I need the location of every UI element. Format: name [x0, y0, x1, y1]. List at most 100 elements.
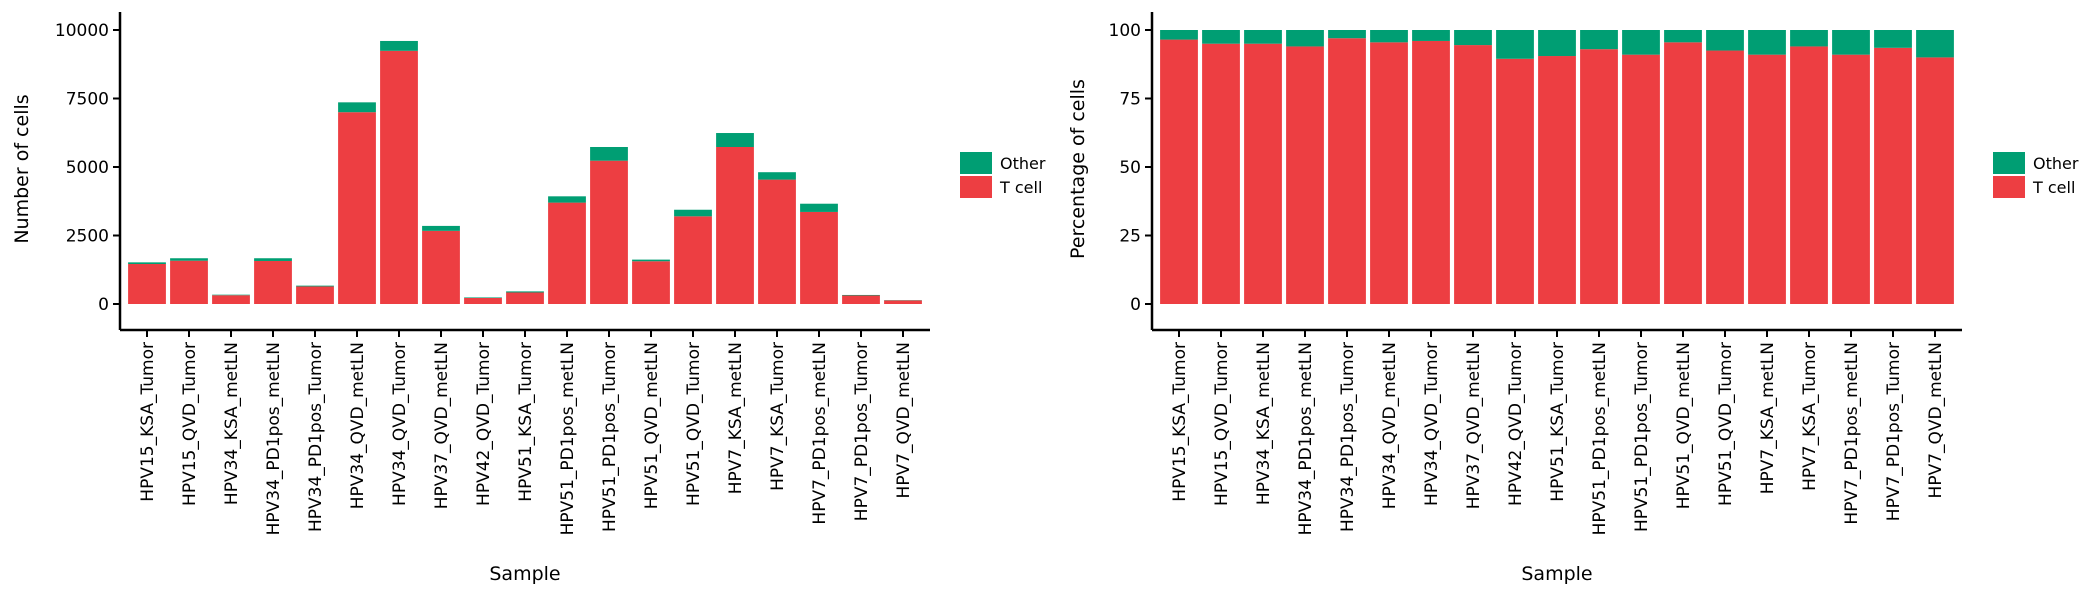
x-tick-label: HPV37_QVD_metLN — [432, 342, 452, 509]
bar-other-HPV51_PD1pos_metLN — [548, 196, 586, 203]
bar-t-cell-HPV7_PD1pos_Tumor — [842, 295, 880, 304]
x-tick-label: HPV51_PD1pos_Tumor — [600, 342, 620, 532]
bar-t-cell-HPV7_PD1pos_Tumor — [1874, 47, 1912, 305]
bar-t-cell-HPV37_QVD_metLN — [1454, 45, 1492, 304]
legend-swatch-t-cell — [1993, 176, 2025, 198]
bar-other-HPV34_QVD_Tumor — [1412, 30, 1450, 41]
bar-t-cell-HPV37_QVD_metLN — [422, 230, 460, 304]
bar-t-cell-HPV51_QVD_Tumor — [1706, 50, 1744, 304]
bar-other-HPV34_PD1pos_Tumor — [1328, 30, 1366, 39]
bar-other-HPV7_QVD_metLN — [1916, 30, 1954, 58]
x-tick-label: HPV42_QVD_Tumor — [1506, 342, 1526, 506]
bar-other-HPV7_PD1pos_Tumor — [842, 294, 880, 296]
bar-other-HPV34_PD1pos_metLN — [1286, 30, 1324, 47]
x-tick-label: HPV37_QVD_metLN — [1464, 342, 1484, 509]
bar-other-HPV15_KSA_Tumor — [128, 262, 166, 264]
x-tick-label: HPV7_QVD_metLN — [1926, 342, 1946, 498]
bar-other-HPV42_QVD_Tumor — [1496, 30, 1534, 59]
bar-t-cell-HPV51_PD1pos_Tumor — [1622, 54, 1660, 304]
bar-t-cell-HPV34_PD1pos_metLN — [1286, 46, 1324, 304]
bar-t-cell-HPV42_QVD_Tumor — [464, 297, 502, 304]
bar-other-HPV34_PD1pos_metLN — [254, 258, 292, 261]
bar-other-HPV37_QVD_metLN — [1454, 30, 1492, 46]
y-tick-label: 50 — [1119, 158, 1141, 178]
bar-t-cell-HPV34_QVD_metLN — [338, 112, 376, 304]
y-tick-label: 0 — [98, 295, 109, 315]
y-tick-label: 75 — [1119, 90, 1141, 110]
x-tick-label: HPV7_KSA_metLN — [1758, 342, 1778, 494]
x-tick-label: HPV42_QVD_Tumor — [474, 342, 494, 506]
x-tick-label: HPV7_KSA_metLN — [726, 342, 746, 494]
bar-other-HPV51_QVD_Tumor — [1706, 30, 1744, 51]
bar-other-HPV7_KSA_Tumor — [758, 172, 796, 180]
x-tick-label: HPV7_PD1pos_Tumor — [852, 342, 872, 521]
legend-label-other: Other — [1000, 154, 1046, 173]
x-tick-label: HPV51_PD1pos_metLN — [1590, 342, 1610, 535]
x-tick-label: HPV7_PD1pos_metLN — [1842, 342, 1862, 525]
bar-t-cell-HPV51_PD1pos_metLN — [1580, 49, 1618, 305]
bar-other-HPV51_KSA_Tumor — [506, 291, 544, 293]
bar-t-cell-HPV34_QVD_metLN — [1370, 42, 1408, 304]
bar-t-cell-HPV34_KSA_metLN — [212, 295, 250, 304]
bar-other-HPV34_KSA_metLN — [212, 294, 250, 296]
bar-t-cell-HPV51_QVD_Tumor — [674, 216, 712, 304]
y-tick-label: 2500 — [66, 227, 109, 247]
legend-swatch-other — [1993, 152, 2025, 174]
bar-other-HPV7_KSA_Tumor — [1790, 30, 1828, 47]
y-tick-label: 0 — [1130, 295, 1141, 315]
bar-t-cell-HPV7_PD1pos_metLN — [800, 211, 838, 304]
bar-t-cell-HPV15_KSA_Tumor — [1160, 39, 1198, 305]
x-tick-label: HPV15_KSA_Tumor — [138, 342, 158, 502]
legend-swatch-t-cell — [960, 176, 992, 198]
bar-t-cell-HPV42_QVD_Tumor — [1496, 58, 1534, 304]
bar-t-cell-HPV7_KSA_metLN — [716, 146, 754, 304]
bar-t-cell-HPV34_KSA_metLN — [1244, 43, 1282, 304]
bar-other-HPV15_KSA_Tumor — [1160, 30, 1198, 40]
x-tick-label: HPV15_QVD_Tumor — [180, 342, 200, 506]
bar-t-cell-HPV15_QVD_Tumor — [170, 260, 208, 304]
bar-t-cell-HPV7_KSA_Tumor — [1790, 46, 1828, 304]
bar-other-HPV37_QVD_metLN — [422, 225, 460, 231]
x-tick-label: HPV34_KSA_metLN — [1254, 342, 1274, 505]
bar-t-cell-HPV51_PD1pos_metLN — [548, 202, 586, 304]
legend-swatch-other — [960, 152, 992, 174]
bar-t-cell-HPV34_PD1pos_metLN — [254, 260, 292, 304]
bar-t-cell-HPV7_QVD_metLN — [884, 300, 922, 304]
bar-t-cell-HPV34_PD1pos_Tumor — [1328, 38, 1366, 304]
x-tick-label: HPV7_QVD_metLN — [894, 342, 914, 498]
y-tick-label: 7500 — [66, 90, 109, 110]
x-tick-label: HPV7_KSA_Tumor — [1800, 342, 1820, 491]
chart-1: 0 2500 5000 7500 10000 HPV15_KSA_Tumor HPV15_Q… — [11, 12, 1046, 585]
bar-other-HPV34_KSA_metLN — [1244, 30, 1282, 44]
bar-other-HPV7_PD1pos_Tumor — [1874, 30, 1912, 48]
legend-label-other: Other — [2033, 154, 2079, 173]
bar-other-HPV51_PD1pos_Tumor — [590, 146, 628, 161]
x-axis-title: Sample — [489, 563, 560, 585]
bar-t-cell-HPV51_KSA_Tumor — [1538, 56, 1576, 304]
x-tick-label: HPV34_PD1pos_Tumor — [306, 342, 326, 532]
bar-t-cell-HPV34_QVD_Tumor — [380, 50, 418, 304]
bar-other-HPV51_PD1pos_Tumor — [1622, 30, 1660, 55]
y-axis-title: Number of cells — [11, 94, 33, 243]
x-tick-label: HPV7_KSA_Tumor — [768, 342, 788, 491]
bar-other-HPV51_KSA_Tumor — [1538, 30, 1576, 57]
y-tick-label: 10000 — [55, 21, 109, 41]
legend-label-t-cell: T cell — [2032, 178, 2075, 197]
x-tick-label: HPV51_QVD_Tumor — [1716, 342, 1736, 506]
legend-label-t-cell: T cell — [999, 178, 1042, 197]
x-tick-label: HPV51_QVD_Tumor — [684, 342, 704, 506]
bar-t-cell-HPV7_QVD_metLN — [1916, 57, 1954, 305]
chart-2: 0 25 50 75 100 HPV15_KSA_Tumor HPV15_QVD_Tumor… — [1067, 12, 2079, 585]
x-tick-label: HPV34_QVD_metLN — [348, 342, 368, 509]
bar-t-cell-HPV7_KSA_metLN — [1748, 54, 1786, 304]
bar-other-HPV34_QVD_metLN — [338, 102, 376, 113]
x-tick-label: HPV51_QVD_metLN — [1674, 342, 1694, 509]
bar-other-HPV34_QVD_Tumor — [380, 40, 418, 51]
y-tick-label: 100 — [1109, 21, 1141, 41]
bar-other-HPV7_PD1pos_metLN — [1832, 30, 1870, 55]
bar-other-HPV7_KSA_metLN — [716, 133, 754, 147]
bar-t-cell-HPV51_QVD_metLN — [632, 261, 670, 304]
bar-other-HPV42_QVD_Tumor — [464, 297, 502, 298]
bar-t-cell-HPV7_PD1pos_metLN — [1832, 54, 1870, 304]
